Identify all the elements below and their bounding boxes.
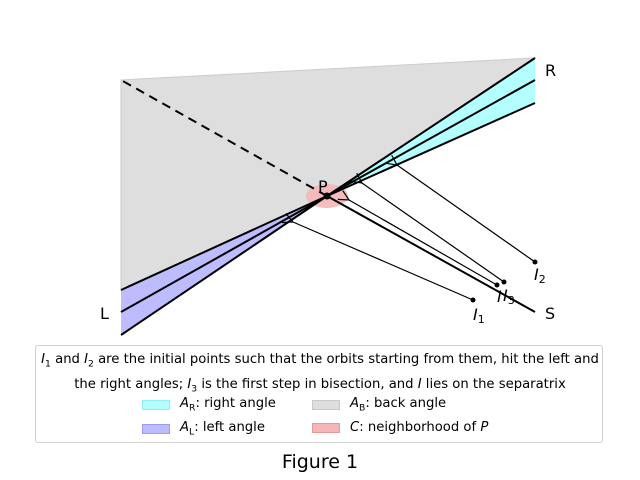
- label-l: L: [100, 304, 109, 323]
- separatrix-line: [326, 195, 536, 313]
- label-i2: I2: [534, 265, 546, 286]
- point-i2: [532, 259, 538, 265]
- legend-entry-left-angle: AL: left angle: [142, 420, 265, 438]
- legend-swatch-neighborhood: [312, 422, 340, 433]
- point-p: [323, 192, 331, 200]
- orbit-arrow-i3: [362, 183, 505, 283]
- legend: I1 and I2 are the initial points such th…: [35, 345, 603, 443]
- legend-swatch-back-angle: [312, 399, 340, 410]
- legend-swatch-left-angle: [142, 423, 170, 434]
- point-i: [494, 282, 500, 288]
- figure-caption: Figure 1: [281, 451, 359, 473]
- legend-description: I1 and I2 are the initial points such th…: [41, 352, 599, 395]
- label-i3: I3: [503, 286, 515, 307]
- label-r: R: [545, 61, 556, 80]
- legend-entry-back-angle: AB: back angle: [312, 396, 446, 414]
- back-angle-region: [120, 57, 537, 291]
- orbit-arrow-i2: [397, 165, 536, 263]
- label-p: P: [318, 177, 328, 196]
- point-i3: [501, 279, 507, 285]
- legend-entry-right-angle: AR: right angle: [142, 396, 276, 414]
- diagram-canvas: P R L S I2 I I3 I1: [100, 57, 556, 336]
- label-i: I: [497, 287, 502, 306]
- orbit-arrow-i: [349, 200, 498, 286]
- label-s: S: [545, 304, 555, 323]
- legend-entry-neighborhood: C: neighborhood of P: [312, 420, 488, 435]
- legend-swatch-right-angle: [142, 399, 170, 410]
- point-i1: [470, 297, 476, 303]
- back-dashed-line: [120, 79, 328, 197]
- label-i1: I1: [473, 305, 485, 326]
- left-upper-boundary: [120, 195, 328, 291]
- orbit-arrow-i1: [293, 222, 474, 301]
